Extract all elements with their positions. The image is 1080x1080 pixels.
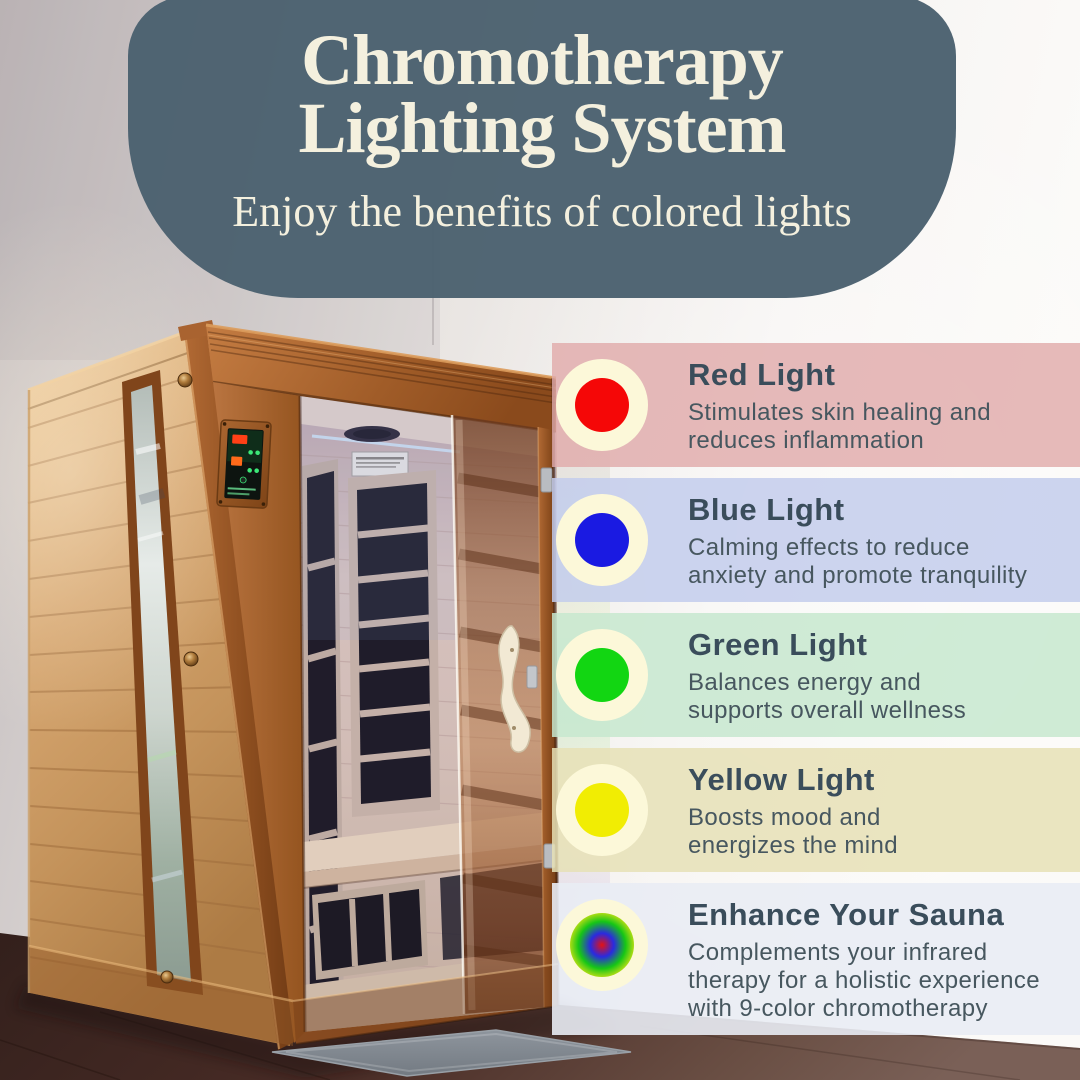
multicolor-light-icon: [570, 913, 634, 977]
title-line-2: Lighting System: [298, 88, 786, 168]
door-left-stile: [213, 382, 305, 1043]
corner-post: [178, 320, 298, 1050]
roof-fascia: [205, 323, 557, 434]
vent-knobs: [160, 372, 199, 984]
benefit-title: Yellow Light: [688, 762, 875, 797]
page-subtitle: Enjoy the benefits of colored lights: [232, 187, 852, 236]
icon-ring: [556, 494, 648, 586]
benefit-description: Balances energy and supports overall wel…: [688, 669, 967, 724]
page-title: Chromotherapy Lighting System: [298, 24, 786, 164]
icon-ring: [556, 764, 648, 856]
yellow-light-icon: [575, 783, 629, 837]
benefit-blue-light: Blue Light Calming effects to reduce anx…: [552, 478, 1080, 602]
icon-ring: [556, 899, 648, 991]
door-handle-icon: [498, 625, 531, 753]
benefit-green-light: Green Light Balances energy and supports…: [552, 613, 1080, 737]
sauna-cabin: [0, 200, 560, 1050]
green-light-icon: [575, 648, 629, 702]
benefit-description: Calming effects to reduce anxiety and pr…: [688, 534, 1028, 589]
benefit-red-light: Red Light Stimulates skin healing and re…: [552, 343, 1080, 467]
heater-panel-center: [348, 470, 440, 817]
benefit-title: Enhance Your Sauna: [688, 897, 1005, 932]
benefit-description: Complements your infrared therapy for a …: [688, 939, 1041, 1022]
caution-label: [351, 451, 409, 477]
title-line-1: Chromotherapy: [301, 20, 784, 100]
benefit-description: Boosts mood and energizes the mind: [688, 804, 898, 859]
benefit-enhance-your-sauna: Enhance Your Sauna Complements your infr…: [552, 883, 1080, 1035]
side-window: [122, 370, 203, 995]
blue-light-icon: [575, 513, 629, 567]
control-panel: [216, 419, 272, 509]
floor-rug: [271, 1029, 632, 1077]
header-banner: Chromotherapy Lighting System Enjoy the …: [128, 0, 956, 298]
base-plinth: [28, 944, 559, 1046]
benefit-yellow-light: Yellow Light Boosts mood and energizes t…: [552, 748, 1080, 872]
icon-ring: [556, 359, 648, 451]
benefit-title: Green Light: [688, 627, 868, 662]
door-hinge-top: [540, 467, 553, 493]
glass-door: [450, 414, 558, 1015]
door-latch: [526, 665, 538, 689]
benefit-description: Stimulates skin healing and reduces infl…: [688, 399, 991, 454]
icon-ring: [556, 629, 648, 721]
benefit-title: Blue Light: [688, 492, 845, 527]
benefit-title: Red Light: [688, 357, 836, 392]
red-light-icon: [575, 378, 629, 432]
